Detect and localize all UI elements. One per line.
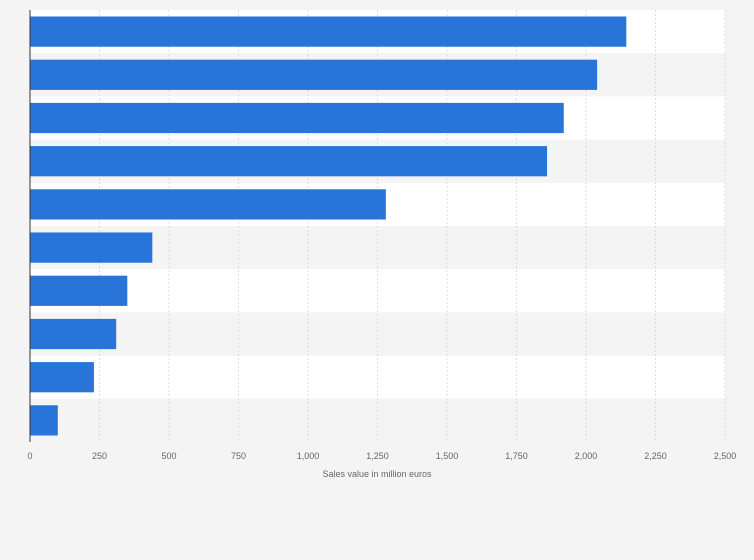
bar (30, 362, 94, 393)
bar (30, 318, 117, 350)
bars (30, 16, 627, 436)
x-tick-label: 1,500 (436, 451, 459, 461)
x-tick-label: 250 (92, 451, 107, 461)
bar (30, 146, 548, 177)
x-tick-label: 500 (161, 451, 176, 461)
bar (30, 16, 627, 47)
bar (30, 405, 58, 436)
bar (30, 102, 564, 134)
bar (30, 232, 153, 263)
x-tick-label: 1,750 (505, 451, 528, 461)
x-tick-labels: 0 250 500 750 1,000 1,250 1,500 1,750 2,000 2,250… (27, 451, 736, 461)
x-tick-label: 2,000 (575, 451, 598, 461)
x-tick-label: 0 (27, 451, 32, 461)
x-tick-label: 750 (231, 451, 246, 461)
bar (30, 275, 128, 306)
x-tick-label: 2,500 (714, 451, 737, 461)
x-tick-label: 1,250 (366, 451, 389, 461)
bar (30, 189, 386, 220)
x-tick-label: 1,000 (297, 451, 320, 461)
x-tick-label: 2,250 (644, 451, 667, 461)
x-axis-label: Sales value in million euros (322, 469, 432, 479)
bar (30, 59, 598, 90)
